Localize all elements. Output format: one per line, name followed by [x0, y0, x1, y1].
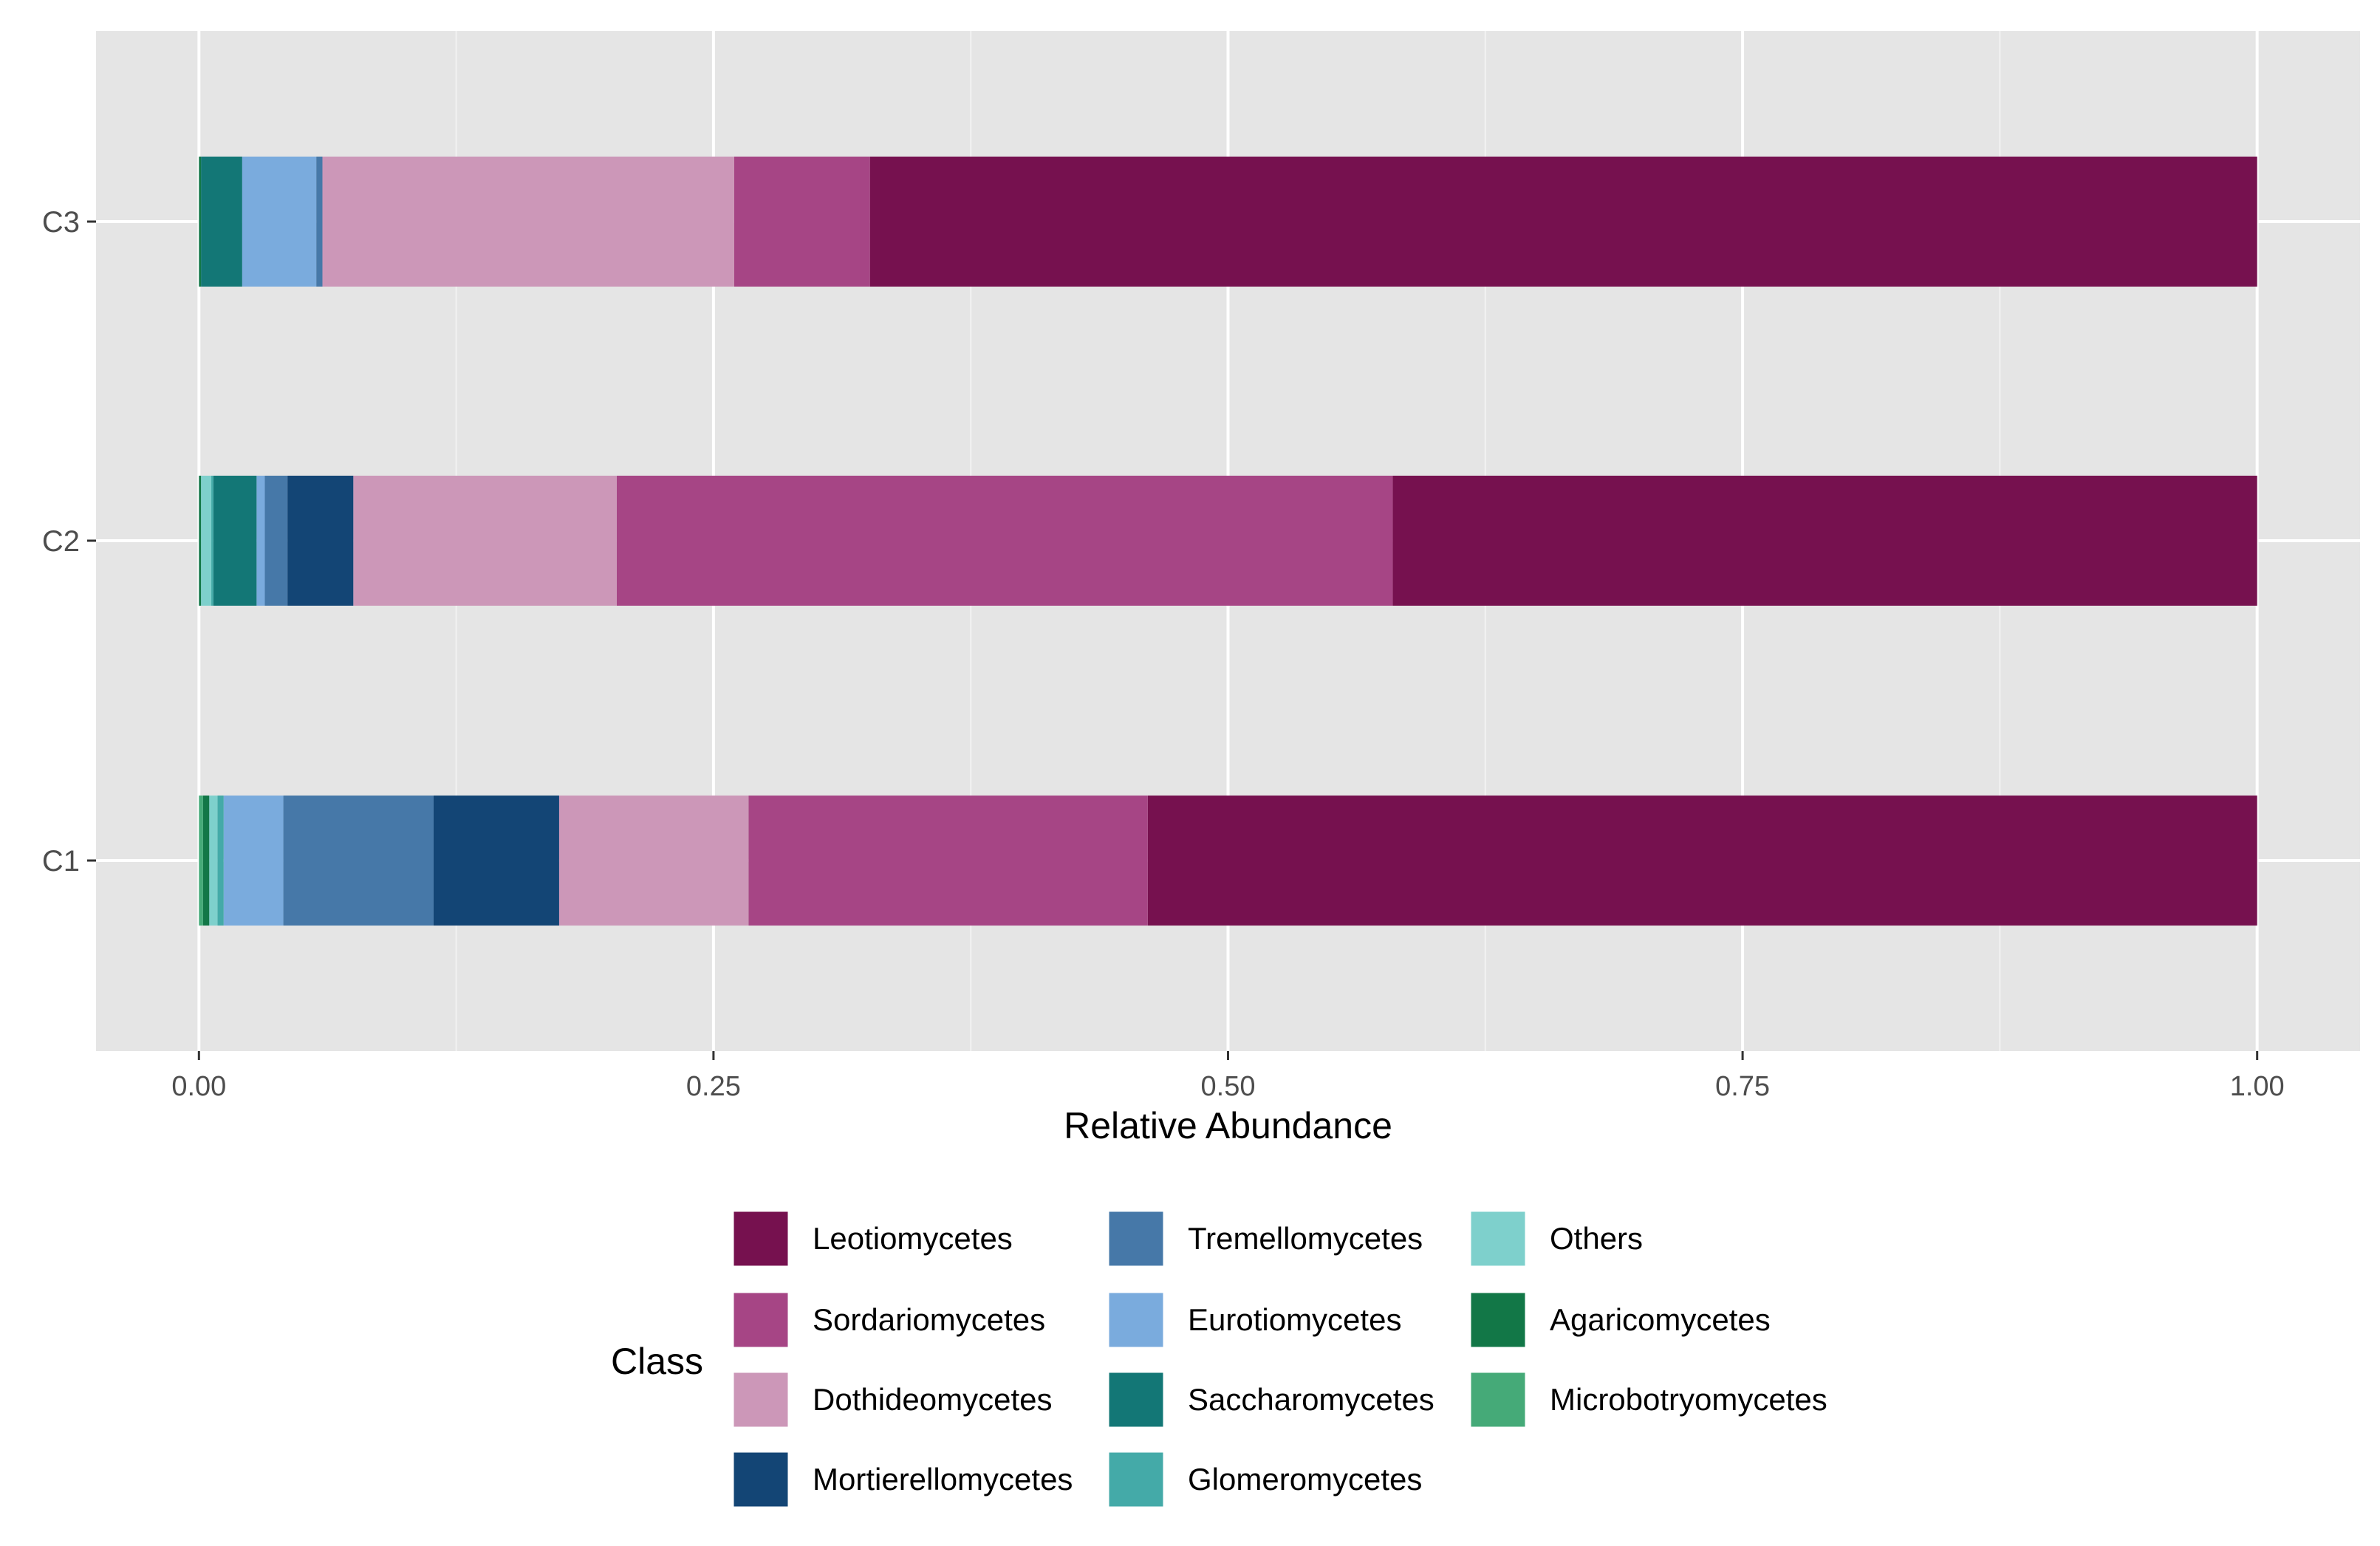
x-tick-label: 0.00 [171, 1071, 226, 1102]
bar-segment-c3-tremellomycetes [316, 157, 323, 287]
bar-segment-c2-dothideomycetes [353, 476, 617, 606]
y-tick-label: C3 [42, 206, 80, 239]
legend-label-microbotryomycetes: Microbotryomycetes [1550, 1382, 1827, 1417]
bar-segment-c2-saccharomycetes [213, 476, 257, 606]
legend-key-leotiomycetes [731, 1209, 790, 1268]
legend-label-agaricomycetes: Agaricomycetes [1550, 1302, 1771, 1337]
legend-key-agaricomycetes [1468, 1290, 1528, 1350]
legend-key-others [1468, 1209, 1528, 1268]
bar-segment-c1-glomeromycetes [217, 796, 224, 926]
bar-segment-c1-eurotiomycetes [223, 796, 284, 926]
legend-label-mortierellomycetes: Mortierellomycetes [813, 1462, 1073, 1497]
legend-key-dothideomycetes [731, 1370, 790, 1429]
bar-segment-c2-glomeromycetes [211, 476, 213, 606]
legend-label-leotiomycetes: Leotiomycetes [813, 1221, 1013, 1256]
legend-label-eurotiomycetes: Eurotiomycetes [1188, 1302, 1401, 1337]
legend-label-tremellomycetes: Tremellomycetes [1188, 1221, 1423, 1256]
bar-segment-c3-leotiomycetes [869, 157, 2257, 287]
legend-key-saccharomycetes [1107, 1370, 1166, 1429]
bar-segment-c1-sordariomycetes [748, 796, 1148, 926]
bar-segment-c2-mortierellomycetes [287, 476, 354, 606]
bar-segment-c3-dothideomycetes [322, 157, 734, 287]
x-tick-label: 0.50 [1201, 1071, 1256, 1102]
x-tick-label: 0.25 [686, 1071, 741, 1102]
bar-segment-c2-tremellomycetes [264, 476, 288, 606]
legend-title: Class [611, 1341, 703, 1382]
bar-segment-c2-leotiomycetes [1392, 476, 2257, 606]
bar-segment-c1-dothideomycetes [558, 796, 749, 926]
legend-label-glomeromycetes: Glomeromycetes [1188, 1462, 1422, 1497]
legend-key-tremellomycetes [1107, 1209, 1166, 1268]
legend-label-dothideomycetes: Dothideomycetes [813, 1382, 1053, 1417]
y-tick-label: C1 [42, 845, 80, 878]
bar-segment-c2-others [201, 476, 212, 606]
bar-segment-c2-sordariomycetes [616, 476, 1393, 606]
legend-label-sordariomycetes: Sordariomycetes [813, 1302, 1045, 1337]
legend-key-glomeromycetes [1107, 1450, 1166, 1509]
legend-key-mortierellomycetes [731, 1450, 790, 1509]
bar-segment-c3-eurotiomycetes [242, 157, 317, 287]
bar-segment-c1-agaricomycetes [202, 796, 210, 926]
bar-segment-c2-eurotiomycetes [256, 476, 265, 606]
bar-segment-c2-agaricomycetes [199, 476, 202, 606]
bar-segment-c1-leotiomycetes [1147, 796, 2257, 926]
legend-label-others: Others [1550, 1221, 1643, 1256]
x-axis-title: Relative Abundance [1064, 1105, 1392, 1146]
bar-segment-c3-saccharomycetes [201, 157, 242, 287]
x-tick-label: 1.00 [2230, 1071, 2285, 1102]
y-tick-label: C2 [42, 525, 80, 558]
bar-segment-c1-mortierellomycetes [433, 796, 559, 926]
bar-segment-c1-others [209, 796, 218, 926]
legend-key-microbotryomycetes [1468, 1370, 1528, 1429]
legend-key-sordariomycetes [731, 1290, 790, 1350]
legend-label-saccharomycetes: Saccharomycetes [1188, 1382, 1435, 1417]
legend-key-eurotiomycetes [1107, 1290, 1166, 1350]
bar-segment-c3-agaricomycetes [199, 157, 202, 287]
bar-segment-c1-tremellomycetes [283, 796, 434, 926]
bar-segment-c1-microbotryomycetes [199, 796, 203, 926]
x-tick-label: 0.75 [1715, 1071, 1770, 1102]
bar-segment-c3-sordariomycetes [734, 157, 870, 287]
